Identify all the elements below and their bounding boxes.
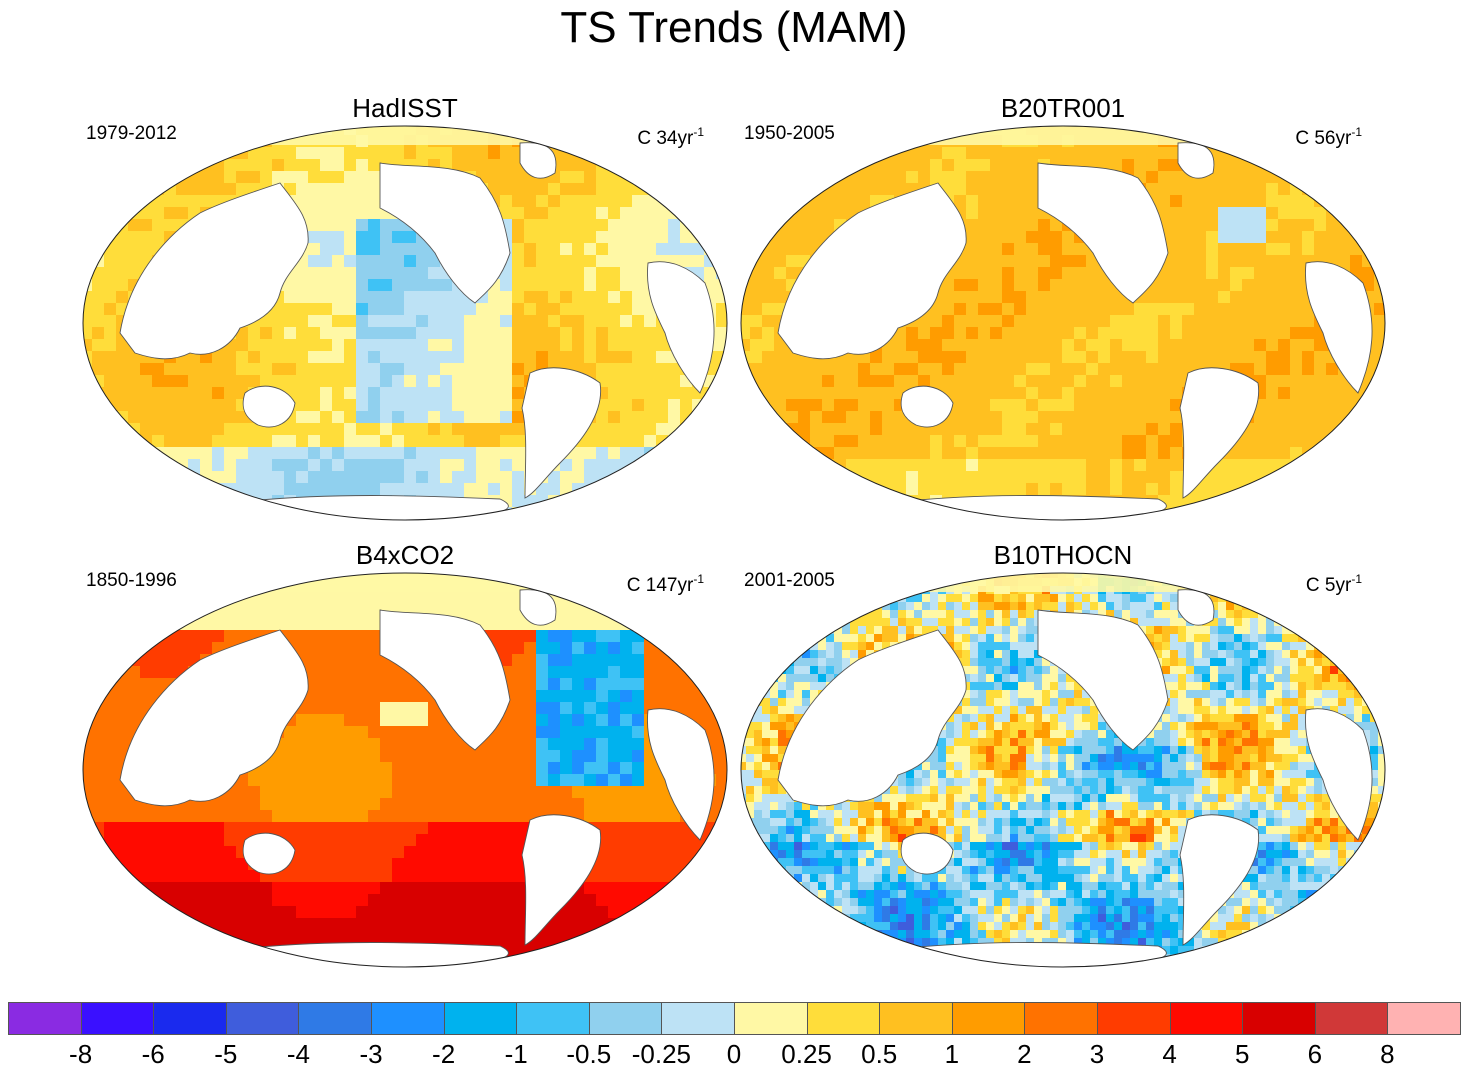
colorbar-tick-label: 0	[726, 1039, 742, 1069]
landmass	[900, 385, 954, 428]
colorbar-swatch	[8, 1002, 82, 1035]
colorbar-tick-label: 0.5	[861, 1039, 898, 1069]
panel-title: B20TR001	[1000, 93, 1126, 123]
panel-period: 2001-2005	[744, 570, 835, 591]
colorbar-tick-label: 5	[1234, 1039, 1250, 1069]
landmass	[1037, 162, 1169, 304]
map-panel-hadisst: HadISST 1979-2012 C 34yr-1	[80, 93, 730, 533]
colorbar-swatch	[298, 1002, 372, 1035]
colorbar-tick-label: 4	[1162, 1039, 1177, 1069]
trend-map	[82, 125, 728, 521]
landmass	[777, 629, 967, 807]
trend-map	[740, 125, 1386, 521]
panel-title: HadISST	[352, 93, 458, 123]
colorbar-tick-label: -5	[214, 1039, 238, 1069]
colorbar-swatch	[371, 1002, 445, 1035]
landmass	[242, 832, 296, 875]
map-panel-b4xco2: B4xCO2 1850-1996 C 147yr-1	[80, 540, 730, 980]
trend-map	[740, 572, 1386, 968]
colorbar-tick-label: -0.25	[631, 1039, 692, 1069]
colorbar-tick-label: -4	[286, 1039, 310, 1069]
landmass	[521, 814, 602, 946]
landmass	[647, 708, 715, 841]
panel-title: B10THOCN	[993, 540, 1133, 570]
colorbar-tick-label: 2	[1017, 1039, 1032, 1069]
colorbar-tick-label: 3	[1089, 1039, 1105, 1069]
colorbar-swatch	[516, 1002, 590, 1035]
colorbar-tick-label: -8	[69, 1039, 93, 1069]
colorbar-tick-label: -3	[359, 1039, 383, 1069]
colorbar-tick-label: 8	[1380, 1039, 1395, 1069]
landmass	[777, 182, 967, 360]
map-outline	[740, 125, 1386, 521]
landmass	[119, 629, 309, 807]
figure-title: TS Trends (MAM)	[560, 3, 908, 52]
landmass	[379, 609, 511, 751]
panel-units: C 56yr-1	[1295, 125, 1362, 149]
colorbar-swatch	[80, 1002, 155, 1035]
colorbar-swatch	[1314, 1002, 1389, 1035]
colorbar-swatch	[806, 1002, 881, 1035]
colorbar-tick-label: -1	[504, 1039, 528, 1069]
colorbar-swatch	[153, 1002, 227, 1035]
colorbar-swatch	[1024, 1002, 1098, 1035]
colorbar-tick-label: -2	[432, 1039, 456, 1069]
map-panel-b10thocn: B10THOCN 2001-2005 C 5yr-1	[738, 540, 1388, 980]
landmass	[900, 832, 954, 875]
trend-map	[82, 572, 728, 968]
landmass	[379, 162, 511, 304]
panel-period: 1950-2005	[744, 123, 835, 144]
panel-period: 1979-2012	[86, 123, 177, 144]
colorbar-swatch	[225, 1002, 300, 1035]
colorbar-tick-label: -6	[141, 1039, 165, 1069]
panel-title: B4xCO2	[355, 540, 455, 570]
colorbar-swatch	[443, 1002, 518, 1035]
colorbar-tick-label: 0.25	[781, 1039, 832, 1069]
landmass	[1179, 367, 1260, 499]
colorbar-swatch	[1242, 1002, 1316, 1035]
colorbar-tick-label: -0.5	[566, 1039, 612, 1069]
map-panel-b20tr001: B20TR001 1950-2005 C 56yr-1	[738, 93, 1388, 533]
colorbar-tick-label: 1	[944, 1039, 960, 1069]
panel-units: C 5yr-1	[1305, 572, 1362, 596]
colorbar-swatch	[1387, 1002, 1461, 1035]
landmass	[242, 385, 296, 428]
map-outline	[740, 572, 1386, 968]
colorbar-swatch	[1097, 1002, 1171, 1035]
map-outline	[82, 572, 728, 968]
colorbar-swatch	[951, 1002, 1026, 1035]
landmass	[521, 367, 602, 499]
colorbar-swatch	[588, 1002, 663, 1035]
colorbar-swatch	[734, 1002, 808, 1035]
map-outline	[82, 125, 728, 521]
landmass	[1305, 261, 1373, 394]
panel-units: C 34yr-1	[637, 125, 704, 149]
landmass	[1037, 609, 1169, 751]
colorbar-swatch	[661, 1002, 735, 1035]
colorbar-swatch	[879, 1002, 953, 1035]
colorbar-swatch	[1169, 1002, 1244, 1035]
landmass	[1305, 708, 1373, 841]
panel-units: C 147yr-1	[626, 572, 704, 596]
colorbar	[8, 1002, 1461, 1035]
landmass	[1179, 814, 1260, 946]
panel-period: 1850-1996	[86, 570, 177, 591]
landmass	[119, 182, 309, 360]
landmass	[647, 261, 715, 394]
colorbar-tick-label: 6	[1307, 1039, 1323, 1069]
